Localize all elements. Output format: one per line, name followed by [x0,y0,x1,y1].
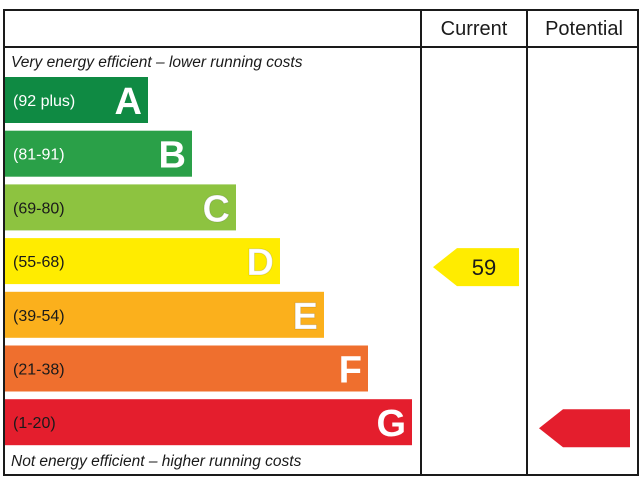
band-f-range: (21-38) [13,362,65,379]
band-d-letter: D [247,242,274,284]
band-f: (21-38) F [5,345,368,392]
potential-arrow-shape [539,409,630,448]
band-c-range: (69-80) [13,200,65,217]
current-rating-arrow: 59 [433,248,519,287]
band-d-range: (55-68) [13,254,65,271]
current-rating-value: 59 [472,255,496,280]
band-g-letter: G [376,403,406,445]
band-d: (55-68) D [5,238,280,285]
rating-bands: (92 plus) A (81-91) B (69-80) C (55-68) D (39-54… [5,77,412,446]
chart-frame [3,9,639,476]
band-a-bar [5,77,148,123]
bottom-caption: Not energy efficient – higher running co… [11,453,302,470]
current-column-header: Current [441,18,508,40]
band-a: (92 plus) A [5,77,148,123]
current-arrow-shape [433,248,519,287]
band-c: (69-80) C [5,184,236,231]
band-g-range: (1-20) [13,415,56,432]
band-e: (39-54) E [5,291,324,338]
band-e-bar [5,291,324,338]
band-b-range: (81-91) [13,147,65,164]
band-a-range: (92 plus) [13,93,75,110]
band-c-letter: C [203,188,230,230]
band-b: (81-91) B [5,130,192,177]
band-f-bar [5,345,368,392]
band-g-bar [5,399,412,446]
potential-rating-arrow [539,409,630,448]
band-b-bar [5,130,192,177]
band-b-letter: B [159,135,186,177]
band-e-letter: E [293,296,318,338]
band-d-bar [5,238,280,285]
band-a-letter: A [115,81,142,123]
band-e-range: (39-54) [13,308,65,325]
band-f-letter: F [339,350,362,392]
band-g: (1-20) G [5,399,412,446]
potential-column-header: Potential [545,18,623,40]
top-caption: Very energy efficient – lower running co… [11,54,303,71]
band-c-bar [5,184,236,231]
